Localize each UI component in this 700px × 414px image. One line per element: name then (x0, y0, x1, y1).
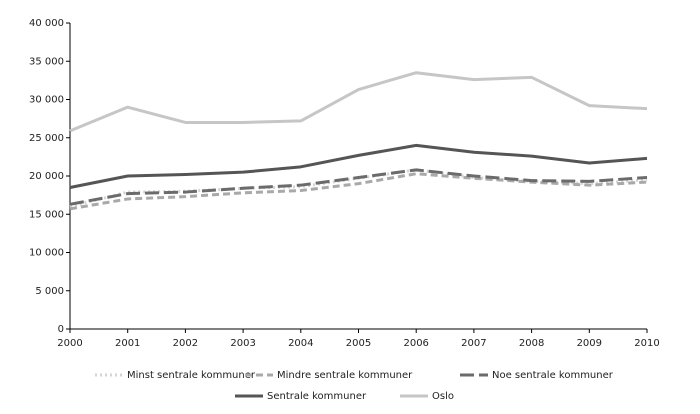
y-tick-label: 35 000 (29, 56, 64, 67)
y-tick-label: 10 000 (29, 248, 64, 259)
y-tick-label: 40 000 (29, 18, 64, 29)
legend-label: Mindre sentrale kommuner (277, 370, 413, 381)
x-tick-label: 2007 (461, 338, 486, 349)
series-line (69, 71, 648, 133)
y-tick-label: 15 000 (29, 209, 64, 220)
legend-label: Oslo (432, 391, 454, 402)
x-tick-label: 2010 (634, 338, 659, 349)
series-line (69, 172, 648, 211)
y-tick-label: 5 000 (35, 286, 64, 297)
y-tick-label: 20 000 (29, 171, 64, 182)
legend-label: Noe sentrale kommuner (492, 370, 614, 381)
x-tick-label: 2008 (519, 338, 544, 349)
legend-label: Sentrale kommuner (267, 391, 367, 402)
x-tick-label: 2001 (115, 338, 140, 349)
series-line (69, 168, 648, 206)
x-tick-label: 2006 (403, 338, 428, 349)
y-tick-label: 30 000 (29, 95, 64, 106)
x-tick-label: 2009 (577, 338, 602, 349)
x-tick-label: 2003 (230, 338, 255, 349)
series-line (69, 143, 648, 189)
x-tick-label: 2002 (173, 338, 198, 349)
legend-label: Minst sentrale kommuner (127, 370, 256, 381)
x-tick-label: 2000 (57, 338, 82, 349)
x-tick-label: 2005 (346, 338, 371, 349)
y-tick-label: 25 000 (29, 133, 64, 144)
x-tick-label: 2004 (288, 338, 313, 349)
y-tick-label: 0 (58, 324, 64, 335)
